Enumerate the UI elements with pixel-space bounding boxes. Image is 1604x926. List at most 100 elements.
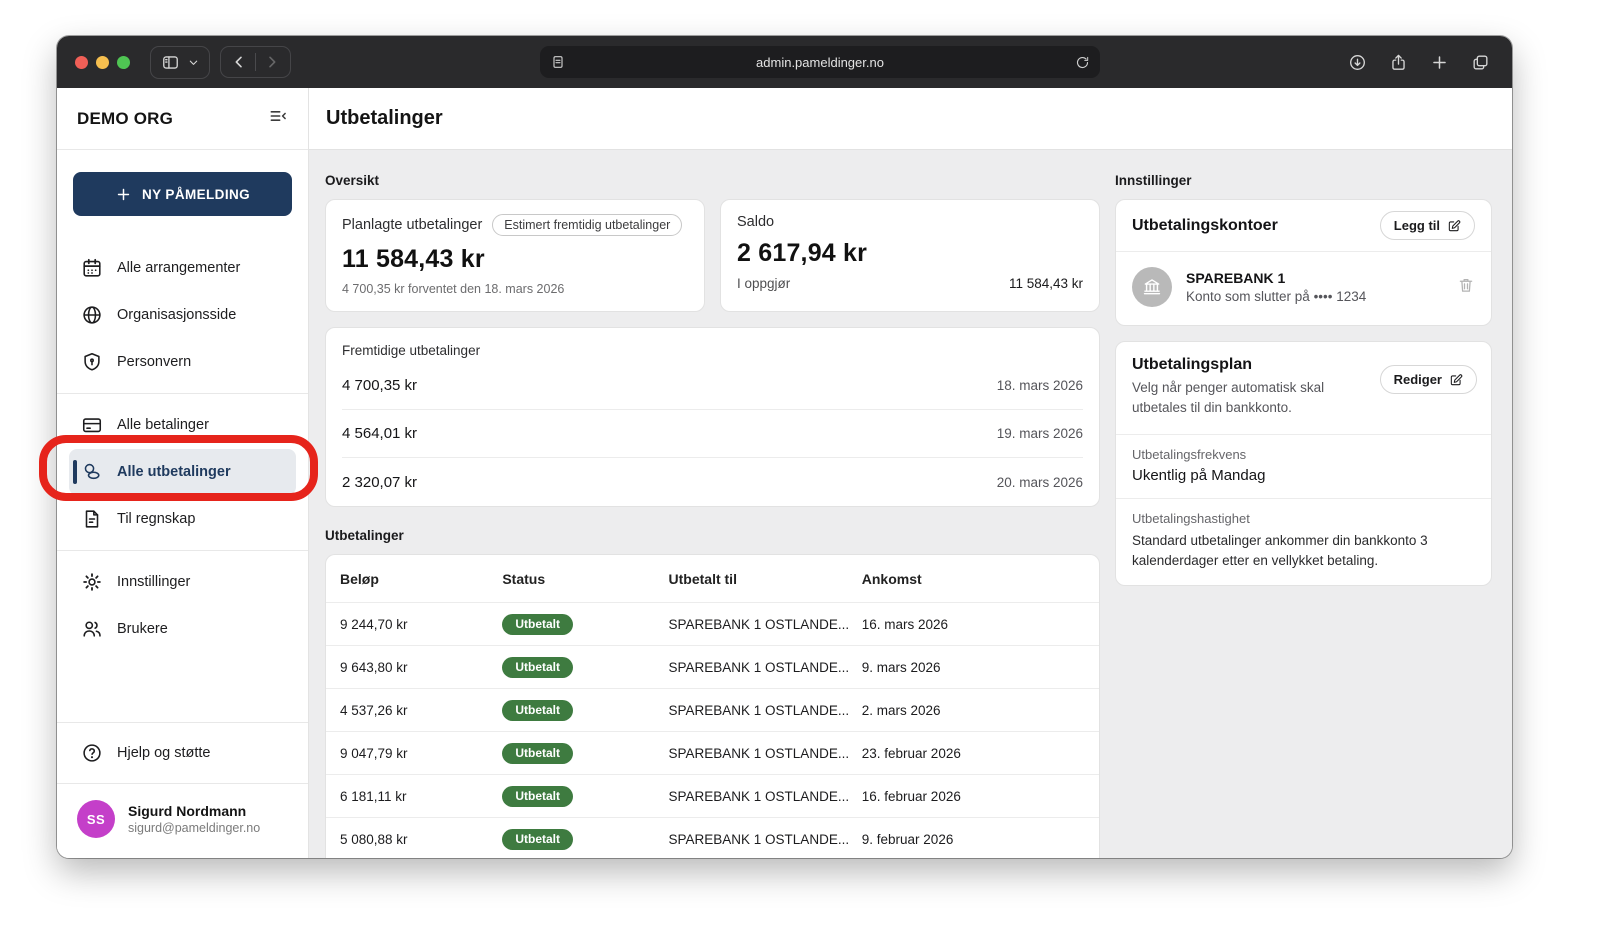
future-amount: 2 320,07 kr — [342, 473, 418, 491]
payout-accounts-title: Utbetalingskontoer — [1132, 216, 1278, 234]
close-window-button[interactable] — [75, 55, 88, 69]
app-body: DEMO ORG NY PÅMELDING — [57, 88, 1512, 858]
delete-account-icon[interactable] — [1457, 276, 1475, 299]
cell-paid-to: SPAREBANK 1 OSTLANDE... — [668, 702, 848, 718]
page-title: Utbetalinger — [326, 107, 443, 129]
page-content: Oversikt Planlagte utbetalinger Estimert… — [309, 150, 1512, 858]
status-badge: Utbetalt — [502, 828, 573, 850]
sidebar-toggle-icon[interactable] — [161, 53, 180, 72]
sidebar-item-alle-betalinger[interactable]: Alle betalinger — [69, 402, 296, 448]
sidebar-item-alle-arrangementer[interactable]: Alle arrangementer — [69, 245, 296, 291]
table-row[interactable]: 4 537,26 kr Utbetalt SPAREBANK 1 OSTLAND… — [326, 688, 1099, 731]
chevron-down-icon[interactable] — [188, 57, 199, 68]
cell-paid-to: SPAREBANK 1 OSTLANDE... — [668, 616, 848, 632]
edit-plan-button[interactable]: Rediger — [1379, 365, 1477, 394]
planned-payouts-card: Planlagte utbetalinger Estimert fremtidi… — [325, 199, 705, 312]
status-badge: Utbetalt — [502, 699, 573, 721]
edit-square-icon — [1450, 373, 1463, 385]
sidebar-item-brukere[interactable]: Brukere — [69, 606, 296, 652]
settings-section-label: Innstillinger — [1115, 173, 1192, 188]
sidebar-item-label: Alle betalinger — [117, 417, 209, 433]
payout-plan-card: Utbetalingsplan Velg når penger automati… — [1115, 341, 1492, 586]
frequency-section: Utbetalingsfrekvens Ukentlig på Mandag — [1116, 435, 1491, 499]
cell-amount: 9 244,70 kr — [340, 616, 408, 632]
speed-text: Standard utbetalinger ankommer din bankk… — [1132, 532, 1428, 568]
future-amount: 4 700,35 kr — [342, 377, 418, 394]
share-icon[interactable] — [1389, 53, 1408, 72]
sidebar-item-hjelp-og-stotte[interactable]: Hjelp og støtte — [69, 730, 296, 776]
user-name: Sigurd Nordmann — [128, 803, 247, 819]
table-row[interactable]: 9 643,80 kr Utbetalt SPAREBANK 1 OSTLAND… — [326, 645, 1099, 688]
new-tab-icon[interactable] — [1430, 53, 1449, 72]
table-row[interactable]: 9 047,79 kr Utbetalt SPAREBANK 1 OSTLAND… — [326, 731, 1099, 774]
divider — [57, 393, 308, 394]
back-button[interactable] — [231, 54, 247, 70]
forward-button[interactable] — [264, 54, 280, 70]
main-area: Utbetalinger Oversikt Planlagte utbetali… — [309, 88, 1512, 858]
urlbar-wrap: admin.pameldinger.no — [301, 46, 1338, 78]
cell-arrival: 9. februar 2026 — [861, 831, 954, 847]
future-payout-row: 4 700,35 kr 18. mars 2026 — [342, 362, 1083, 410]
cell-arrival: 16. mars 2026 — [861, 616, 949, 632]
page-header: Utbetalinger — [309, 88, 1512, 150]
sidebar-item-til-regnskap[interactable]: Til regnskap — [69, 496, 296, 542]
status-badge: Utbetalt — [502, 742, 573, 764]
bank-account-info: SPAREBANK 1 Konto som slutter på •••• 12… — [1186, 270, 1366, 304]
reload-icon[interactable] — [1075, 55, 1090, 70]
column-header-status: Status — [488, 571, 654, 587]
future-payout-row: 4 564,01 kr 19. mars 2026 — [342, 410, 1083, 458]
sidebar-item-innstillinger[interactable]: Innstillinger — [69, 559, 296, 605]
cell-amount: 6 181,11 kr — [340, 788, 407, 804]
history-nav-group — [220, 46, 291, 78]
sidebar-item-label: Til regnskap — [117, 511, 196, 527]
overview-column: Oversikt Planlagte utbetalinger Estimert… — [325, 163, 1100, 858]
edit-square-icon — [1448, 219, 1461, 231]
future-date: 18. mars 2026 — [996, 378, 1083, 393]
table-row[interactable]: 9 244,70 kr Utbetalt SPAREBANK 1 OSTLAND… — [326, 602, 1099, 645]
settlement-label: I oppgjør — [737, 276, 791, 291]
payouts-table: Beløp Status Utbetalt til Ankomst 9 244,… — [325, 554, 1100, 858]
planned-note: 4 700,35 kr forventet den 18. mars 2026 — [342, 282, 565, 296]
zoom-window-button[interactable] — [117, 55, 130, 69]
add-account-button[interactable]: Legg til — [1379, 211, 1475, 240]
cell-amount: 4 537,26 kr — [340, 702, 408, 718]
planned-amount: 11 584,43 kr — [342, 245, 485, 273]
payout-accounts-card: Utbetalingskontoer Legg til — [1115, 199, 1492, 326]
url-text: admin.pameldinger.no — [756, 54, 884, 70]
minimize-window-button[interactable] — [96, 55, 109, 69]
status-badge: Utbetalt — [502, 785, 573, 807]
sidebar-toggle-group — [150, 45, 210, 79]
sidebar-item-label: Personvern — [117, 354, 192, 370]
table-row[interactable]: 6 181,11 kr Utbetalt SPAREBANK 1 OSTLAND… — [326, 774, 1099, 817]
downloads-icon[interactable] — [1348, 53, 1367, 72]
tab-overview-icon[interactable] — [1471, 53, 1490, 72]
sidebar-item-alle-utbetalinger[interactable]: Alle utbetalinger — [69, 449, 296, 495]
user-info: Sigurd Nordmann sigurd@pameldinger.no — [128, 803, 260, 835]
column-header-belop: Beløp — [340, 570, 379, 587]
cell-amount: 9 643,80 kr — [340, 659, 408, 675]
user-menu[interactable]: SS Sigurd Nordmann sigurd@pameldinger.no — [57, 783, 308, 858]
planned-label: Planlagte utbetalinger — [342, 217, 483, 233]
bank-account-description: Konto som slutter på •••• 1234 — [1186, 289, 1367, 304]
sidebar-item-organisasjonsside[interactable]: Organisasjonsside — [69, 292, 296, 338]
future-amount: 4 564,01 kr — [342, 425, 418, 442]
shield-icon — [84, 352, 100, 371]
column-header-utbetalt-til: Utbetalt til — [655, 571, 848, 587]
balance-amount: 2 617,94 kr — [737, 239, 868, 267]
address-bar[interactable]: admin.pameldinger.no — [539, 46, 1100, 78]
settings-column: Innstillinger Utbetalingskontoer Legg ti… — [1115, 163, 1492, 858]
cell-paid-to: SPAREBANK 1 OSTLANDE... — [668, 659, 848, 675]
divider — [255, 53, 256, 71]
collapse-sidebar-icon[interactable] — [268, 106, 288, 131]
cell-paid-to: SPAREBANK 1 OSTLANDE... — [668, 745, 848, 761]
traffic-lights — [75, 55, 130, 69]
table-row[interactable]: 5 080,88 kr Utbetalt SPAREBANK 1 OSTLAND… — [326, 817, 1099, 858]
sidebar-item-personvern[interactable]: Personvern — [69, 339, 296, 385]
payout-plan-description: Velg når penger automatisk skal utbetale… — [1132, 380, 1325, 416]
cell-paid-to: SPAREBANK 1 OSTLANDE... — [668, 788, 848, 804]
sidebar-help-section: Hjelp og støtte — [57, 722, 308, 783]
new-registration-wrap: NY PÅMELDING — [57, 150, 308, 216]
sidebar: DEMO ORG NY PÅMELDING — [57, 88, 309, 858]
new-registration-button[interactable]: NY PÅMELDING — [73, 172, 292, 216]
